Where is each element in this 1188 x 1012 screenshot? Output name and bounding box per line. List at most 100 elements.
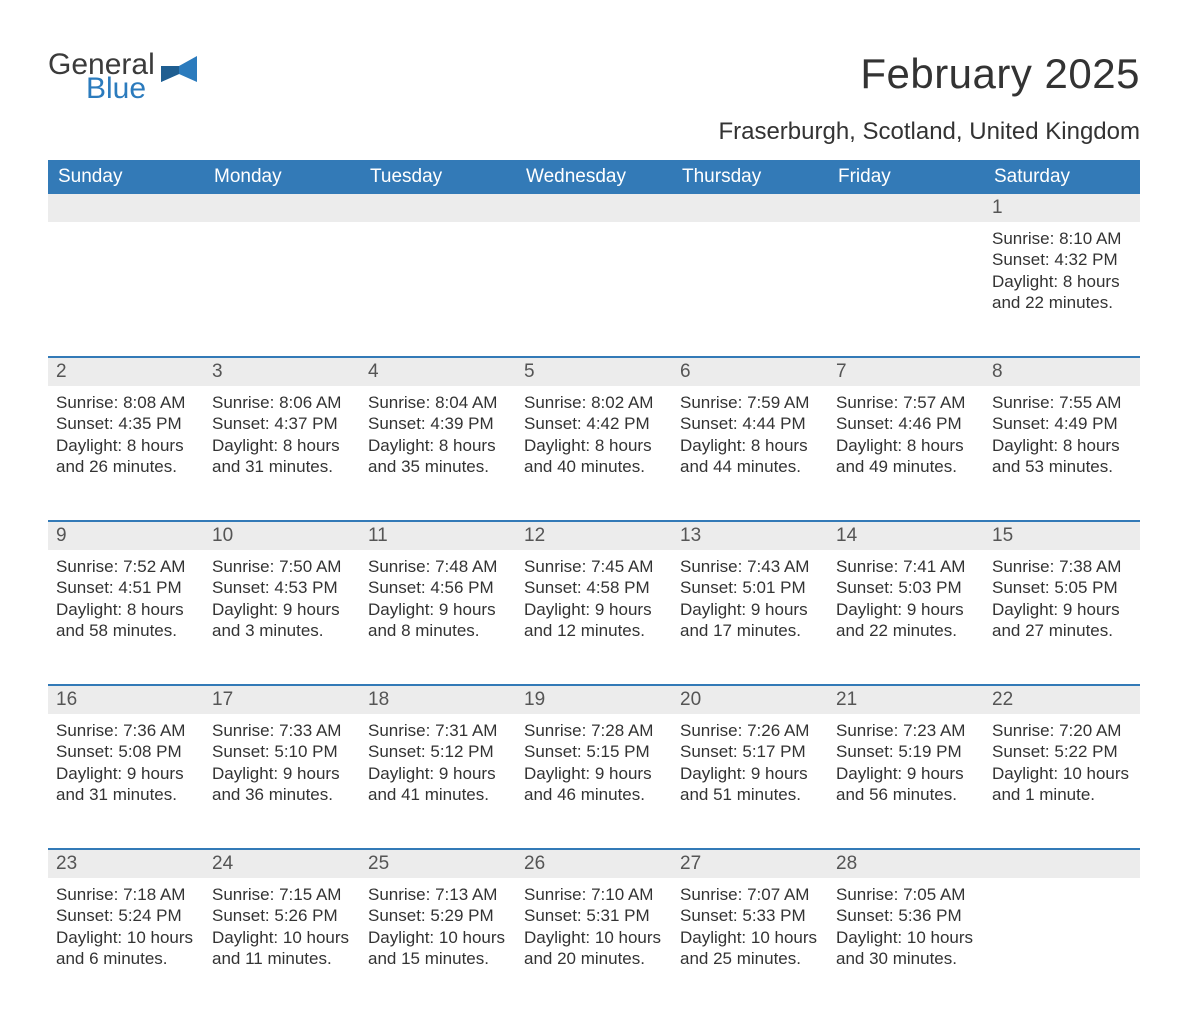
daylight-line: Daylight: 9 hours and 27 minutes. <box>992 599 1132 642</box>
sunrise-line: Sunrise: 7:33 AM <box>212 720 352 741</box>
daylight-line: Daylight: 8 hours and 26 minutes. <box>56 435 196 478</box>
sunset-line: Sunset: 5:05 PM <box>992 577 1132 598</box>
sunrise-line: Sunrise: 7:23 AM <box>836 720 976 741</box>
day-body: Sunrise: 7:52 AMSunset: 4:51 PMDaylight:… <box>54 550 198 641</box>
daylight-line: Daylight: 10 hours and 20 minutes. <box>524 927 664 970</box>
daylight-line: Daylight: 8 hours and 22 minutes. <box>992 271 1132 314</box>
day-number: 24 <box>204 850 360 878</box>
day-cell <box>828 222 984 356</box>
day-number: 20 <box>672 686 828 714</box>
day-body: Sunrise: 7:18 AMSunset: 5:24 PMDaylight:… <box>54 878 198 969</box>
brand-logo-text: General Blue <box>48 50 155 104</box>
day-body: Sunrise: 7:50 AMSunset: 4:53 PMDaylight:… <box>210 550 354 641</box>
day-body: Sunrise: 8:06 AMSunset: 4:37 PMDaylight:… <box>210 386 354 477</box>
sunset-line: Sunset: 5:17 PM <box>680 741 820 762</box>
day-number <box>672 194 828 222</box>
day-body: Sunrise: 7:31 AMSunset: 5:12 PMDaylight:… <box>366 714 510 805</box>
day-number: 2 <box>48 358 204 386</box>
sunrise-line: Sunrise: 7:55 AM <box>992 392 1132 413</box>
daylight-line: Daylight: 8 hours and 35 minutes. <box>368 435 508 478</box>
sunrise-line: Sunrise: 7:43 AM <box>680 556 820 577</box>
brand-text-blue: Blue <box>86 74 155 104</box>
sunset-line: Sunset: 5:33 PM <box>680 905 820 926</box>
day-number: 16 <box>48 686 204 714</box>
daylight-line: Daylight: 9 hours and 51 minutes. <box>680 763 820 806</box>
sunset-line: Sunset: 5:01 PM <box>680 577 820 598</box>
sunset-line: Sunset: 5:29 PM <box>368 905 508 926</box>
day-cell <box>672 222 828 356</box>
day-cell: Sunrise: 7:41 AMSunset: 5:03 PMDaylight:… <box>828 550 984 684</box>
day-cell: Sunrise: 7:50 AMSunset: 4:53 PMDaylight:… <box>204 550 360 684</box>
day-body: Sunrise: 7:26 AMSunset: 5:17 PMDaylight:… <box>678 714 822 805</box>
weekday-header: Sunday <box>48 160 204 194</box>
day-body: Sunrise: 7:48 AMSunset: 4:56 PMDaylight:… <box>366 550 510 641</box>
day-cell: Sunrise: 7:55 AMSunset: 4:49 PMDaylight:… <box>984 386 1140 520</box>
day-number: 6 <box>672 358 828 386</box>
daylight-line: Daylight: 9 hours and 17 minutes. <box>680 599 820 642</box>
week-row: Sunrise: 7:18 AMSunset: 5:24 PMDaylight:… <box>48 878 1140 1012</box>
day-cell: Sunrise: 7:43 AMSunset: 5:01 PMDaylight:… <box>672 550 828 684</box>
day-number <box>828 194 984 222</box>
day-number: 14 <box>828 522 984 550</box>
sunrise-line: Sunrise: 8:08 AM <box>56 392 196 413</box>
sunset-line: Sunset: 4:42 PM <box>524 413 664 434</box>
sunrise-line: Sunrise: 7:36 AM <box>56 720 196 741</box>
day-number: 5 <box>516 358 672 386</box>
sunrise-line: Sunrise: 7:41 AM <box>836 556 976 577</box>
sunrise-line: Sunrise: 7:38 AM <box>992 556 1132 577</box>
day-body <box>522 222 666 228</box>
sunrise-line: Sunrise: 7:20 AM <box>992 720 1132 741</box>
day-body: Sunrise: 7:23 AMSunset: 5:19 PMDaylight:… <box>834 714 978 805</box>
day-body: Sunrise: 7:05 AMSunset: 5:36 PMDaylight:… <box>834 878 978 969</box>
sunrise-line: Sunrise: 7:10 AM <box>524 884 664 905</box>
day-number: 26 <box>516 850 672 878</box>
sunset-line: Sunset: 5:12 PM <box>368 741 508 762</box>
sunrise-line: Sunrise: 7:52 AM <box>56 556 196 577</box>
daylight-line: Daylight: 8 hours and 58 minutes. <box>56 599 196 642</box>
day-number: 27 <box>672 850 828 878</box>
day-number: 18 <box>360 686 516 714</box>
sunrise-line: Sunrise: 7:26 AM <box>680 720 820 741</box>
day-cell: Sunrise: 7:36 AMSunset: 5:08 PMDaylight:… <box>48 714 204 848</box>
daylight-line: Daylight: 10 hours and 25 minutes. <box>680 927 820 970</box>
day-number: 15 <box>984 522 1140 550</box>
daylight-line: Daylight: 9 hours and 8 minutes. <box>368 599 508 642</box>
day-number: 22 <box>984 686 1140 714</box>
weeks-container: 1Sunrise: 8:10 AMSunset: 4:32 PMDaylight… <box>48 194 1140 1012</box>
day-cell: Sunrise: 7:13 AMSunset: 5:29 PMDaylight:… <box>360 878 516 1012</box>
day-number-band: 1 <box>48 194 1140 222</box>
sunrise-line: Sunrise: 7:07 AM <box>680 884 820 905</box>
sunrise-line: Sunrise: 7:50 AM <box>212 556 352 577</box>
sunrise-line: Sunrise: 7:59 AM <box>680 392 820 413</box>
daylight-line: Daylight: 9 hours and 12 minutes. <box>524 599 664 642</box>
day-number: 19 <box>516 686 672 714</box>
weekday-header-row: Sunday Monday Tuesday Wednesday Thursday… <box>48 160 1140 194</box>
title-block: February 2025 <box>860 50 1140 98</box>
day-body: Sunrise: 8:08 AMSunset: 4:35 PMDaylight:… <box>54 386 198 477</box>
sunset-line: Sunset: 4:37 PM <box>212 413 352 434</box>
daylight-line: Daylight: 8 hours and 53 minutes. <box>992 435 1132 478</box>
day-cell: Sunrise: 7:10 AMSunset: 5:31 PMDaylight:… <box>516 878 672 1012</box>
day-cell: Sunrise: 7:57 AMSunset: 4:46 PMDaylight:… <box>828 386 984 520</box>
day-number <box>48 194 204 222</box>
daylight-line: Daylight: 10 hours and 15 minutes. <box>368 927 508 970</box>
daylight-line: Daylight: 10 hours and 11 minutes. <box>212 927 352 970</box>
day-number-band: 232425262728 <box>48 848 1140 878</box>
day-body: Sunrise: 7:59 AMSunset: 4:44 PMDaylight:… <box>678 386 822 477</box>
sunset-line: Sunset: 4:56 PM <box>368 577 508 598</box>
weekday-header: Wednesday <box>516 160 672 194</box>
sunset-line: Sunset: 4:44 PM <box>680 413 820 434</box>
day-number: 25 <box>360 850 516 878</box>
sunset-line: Sunset: 5:36 PM <box>836 905 976 926</box>
day-body <box>366 222 510 228</box>
day-number: 1 <box>984 194 1140 222</box>
day-body: Sunrise: 7:07 AMSunset: 5:33 PMDaylight:… <box>678 878 822 969</box>
sunset-line: Sunset: 5:24 PM <box>56 905 196 926</box>
sunrise-line: Sunrise: 7:28 AM <box>524 720 664 741</box>
sunset-line: Sunset: 5:08 PM <box>56 741 196 762</box>
day-cell: Sunrise: 7:33 AMSunset: 5:10 PMDaylight:… <box>204 714 360 848</box>
day-body: Sunrise: 7:20 AMSunset: 5:22 PMDaylight:… <box>990 714 1134 805</box>
day-number: 7 <box>828 358 984 386</box>
day-cell: Sunrise: 7:31 AMSunset: 5:12 PMDaylight:… <box>360 714 516 848</box>
daylight-line: Daylight: 9 hours and 36 minutes. <box>212 763 352 806</box>
